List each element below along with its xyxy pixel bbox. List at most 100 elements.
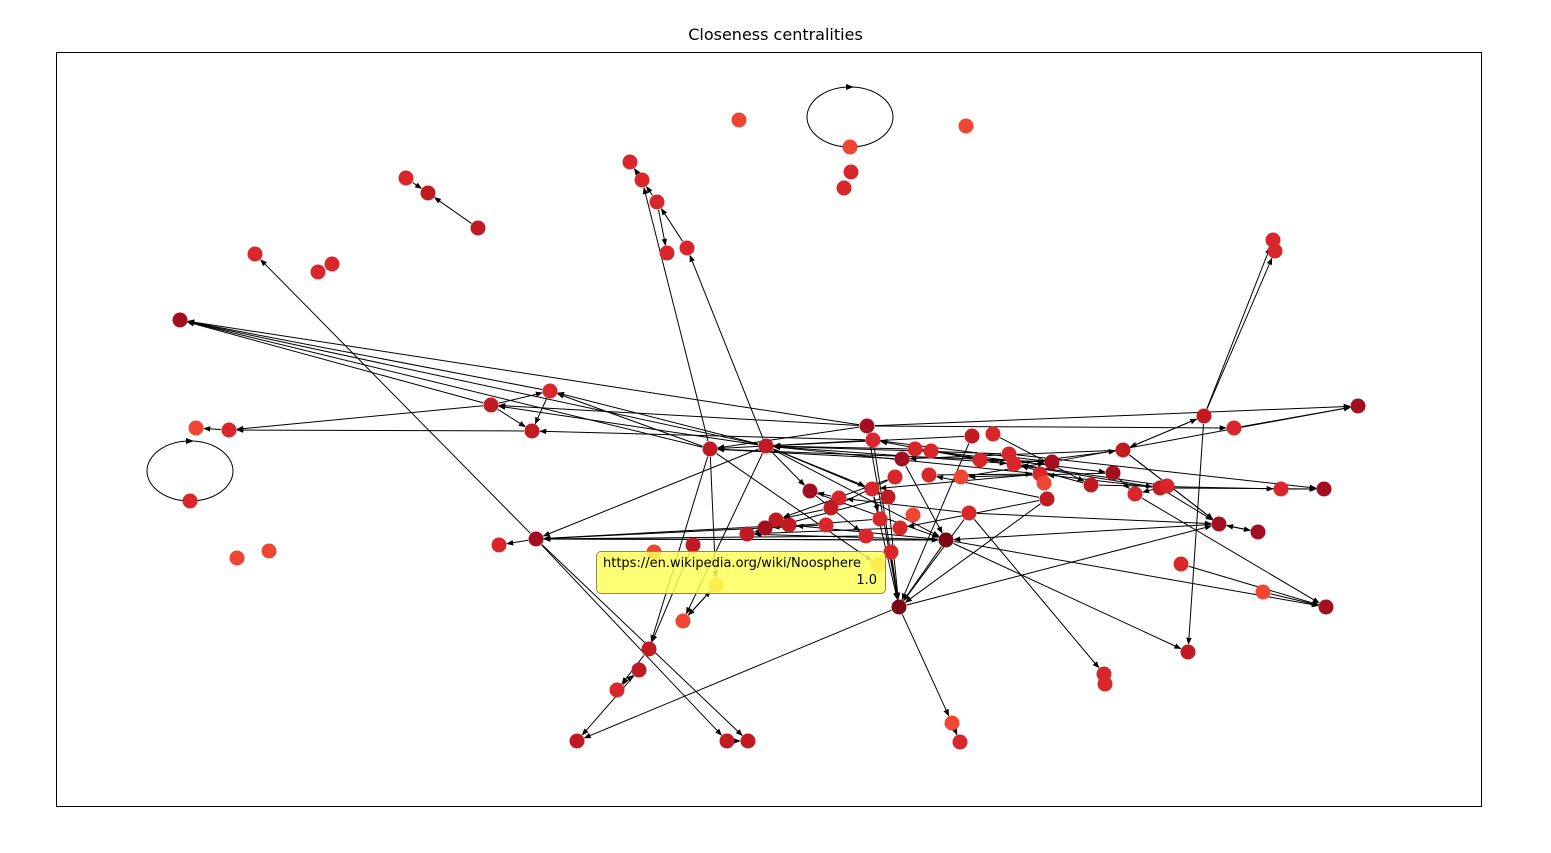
graph-node[interactable] (524, 423, 540, 439)
graph-node[interactable] (768, 512, 784, 528)
graph-node[interactable] (528, 531, 544, 547)
graph-node[interactable] (542, 383, 558, 399)
graph-node[interactable] (1180, 644, 1196, 660)
graph-node[interactable] (1255, 584, 1271, 600)
graph-edge (187, 320, 759, 445)
graph-node[interactable] (609, 682, 625, 698)
graph-node[interactable] (622, 154, 638, 170)
graph-node[interactable] (944, 715, 960, 731)
graph-node[interactable] (864, 481, 880, 497)
graph-node[interactable] (905, 507, 921, 523)
graph-node[interactable] (1316, 481, 1332, 497)
graph-node[interactable] (247, 246, 263, 262)
graph-node[interactable] (938, 532, 954, 548)
graph-node[interactable] (261, 543, 277, 559)
graph-node[interactable] (420, 185, 436, 201)
graph-edge (817, 491, 832, 498)
graph-node[interactable] (1083, 477, 1099, 493)
graph-node[interactable] (953, 469, 969, 485)
graph-node[interactable] (836, 180, 852, 196)
graph-node[interactable] (229, 550, 245, 566)
graph-node[interactable] (172, 312, 188, 328)
graph-node[interactable] (921, 467, 937, 483)
graph-node[interactable] (1318, 599, 1334, 615)
graph-node[interactable] (702, 441, 718, 457)
graph-node[interactable] (872, 511, 888, 527)
graph-node[interactable] (1036, 475, 1052, 491)
graph-edge (772, 449, 940, 537)
graph-node[interactable] (182, 493, 198, 509)
graph-edge (754, 531, 939, 541)
graph-node[interactable] (739, 526, 755, 542)
graph-node[interactable] (907, 441, 923, 457)
graph-node[interactable] (818, 517, 834, 533)
graph-node[interactable] (802, 483, 818, 499)
graph-node[interactable] (883, 544, 899, 560)
graph-node[interactable] (659, 245, 675, 261)
graph-edge (773, 446, 1007, 466)
graph-node[interactable] (634, 172, 650, 188)
graph-node[interactable] (781, 517, 797, 533)
graph-node[interactable] (679, 240, 695, 256)
graph-node[interactable] (1159, 478, 1175, 494)
graph-node[interactable] (188, 420, 204, 436)
graph-node[interactable] (675, 613, 691, 629)
graph-node[interactable] (880, 489, 896, 505)
graph-node[interactable] (887, 469, 903, 485)
graph-node[interactable] (961, 505, 977, 521)
graph-node[interactable] (964, 428, 980, 444)
graph-node[interactable] (1350, 398, 1366, 414)
graph-node[interactable] (1039, 491, 1055, 507)
graph-node[interactable] (740, 733, 756, 749)
graph-node[interactable] (865, 432, 881, 448)
graph-node[interactable] (1196, 408, 1212, 424)
graph-node[interactable] (470, 220, 486, 236)
graph-edge (1206, 246, 1271, 409)
graph-node[interactable] (719, 733, 735, 749)
graph-node[interactable] (894, 451, 910, 467)
graph-node[interactable] (958, 118, 974, 134)
graph-node[interactable] (1115, 442, 1131, 458)
graph-node[interactable] (1127, 486, 1143, 502)
graph-node[interactable] (1273, 481, 1289, 497)
graph-node[interactable] (823, 500, 839, 516)
graph-node[interactable] (892, 520, 908, 536)
graph-node[interactable] (1044, 454, 1060, 470)
graph-node[interactable] (1226, 420, 1242, 436)
graph-node[interactable] (858, 528, 874, 544)
graph-node[interactable] (649, 194, 665, 210)
graph-node[interactable] (843, 164, 859, 180)
graph-node[interactable] (731, 112, 747, 128)
graph-node[interactable] (985, 426, 1001, 442)
graph-nodes (172, 112, 1366, 750)
graph-node[interactable] (631, 662, 647, 678)
graph-node[interactable] (891, 599, 907, 615)
graph-node[interactable] (641, 641, 657, 657)
graph-node[interactable] (831, 490, 847, 506)
graph-node[interactable] (757, 520, 773, 536)
graph-node[interactable] (685, 537, 701, 553)
graph-node[interactable] (1006, 456, 1022, 472)
graph-node[interactable] (310, 264, 326, 280)
graph-node[interactable] (324, 256, 340, 272)
graph-node[interactable] (859, 418, 875, 434)
graph-node[interactable] (398, 170, 414, 186)
graph-node[interactable] (923, 443, 939, 459)
graph-node[interactable] (483, 397, 499, 413)
graph-node[interactable] (569, 733, 585, 749)
graph-edge (1206, 257, 1273, 409)
graph-edge (815, 495, 861, 532)
graph-node[interactable] (1097, 676, 1113, 692)
graph-node[interactable] (221, 422, 237, 438)
graph-node[interactable] (1173, 556, 1189, 572)
graph-node[interactable] (972, 452, 988, 468)
graph-node[interactable] (491, 537, 507, 553)
graph-node[interactable] (758, 438, 774, 454)
graph-node[interactable] (1105, 465, 1121, 481)
graph-node[interactable] (1211, 516, 1227, 532)
graph-node[interactable] (952, 734, 968, 750)
graph-node[interactable] (842, 139, 858, 155)
graph-node[interactable] (1267, 243, 1283, 259)
graph-node[interactable] (1250, 524, 1266, 540)
